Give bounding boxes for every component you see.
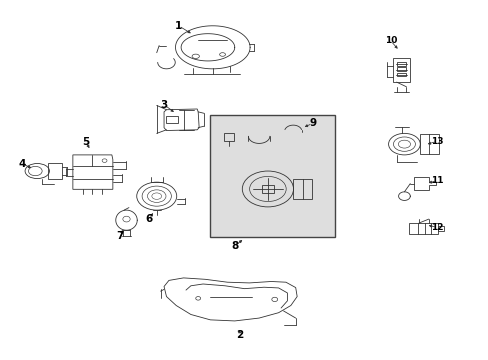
Text: 4: 4: [19, 159, 26, 169]
Text: 6: 6: [145, 215, 153, 224]
Text: 11: 11: [430, 176, 443, 185]
Text: 13: 13: [430, 137, 443, 146]
Text: 7: 7: [116, 231, 123, 240]
Text: 9: 9: [308, 118, 316, 128]
Text: 2: 2: [236, 330, 243, 340]
FancyBboxPatch shape: [210, 116, 334, 237]
Text: 8: 8: [231, 241, 238, 251]
Text: 1: 1: [175, 21, 182, 31]
Text: 3: 3: [160, 100, 167, 110]
Text: 10: 10: [384, 36, 396, 45]
Text: 12: 12: [430, 223, 443, 232]
Text: 5: 5: [82, 138, 89, 147]
